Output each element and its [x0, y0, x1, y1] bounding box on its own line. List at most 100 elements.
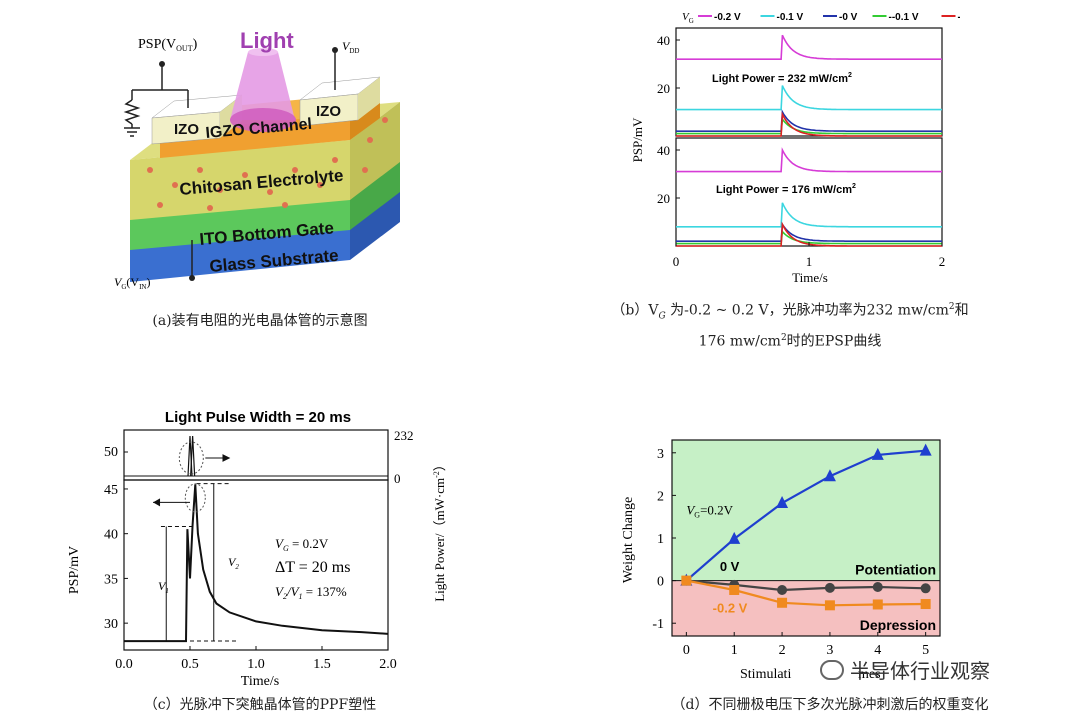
- y-tick-label: -1: [652, 617, 664, 632]
- xlabel-suffix: mes: [858, 667, 881, 682]
- y-tick-label: 40: [657, 143, 670, 158]
- glass-layer-side: [350, 190, 400, 260]
- psp-vout-label: PSP(VOUT): [138, 37, 198, 53]
- data-point: [681, 575, 692, 586]
- x-tick-label: 0.0: [115, 657, 133, 672]
- data-point: [777, 584, 788, 595]
- chart-title: Light Pulse Width = 20 ms: [165, 409, 351, 426]
- trace-line: [676, 85, 942, 111]
- y-tick-label: 40: [104, 528, 118, 543]
- data-point: [872, 582, 883, 592]
- light-cone: [230, 52, 295, 120]
- y2label: Light Power/（mW·cm-2）: [432, 458, 447, 602]
- legend-label: -0.1 V: [777, 12, 804, 23]
- pulse-highlight: [178, 441, 204, 475]
- x-tick-label: 2.0: [379, 657, 397, 672]
- data-point: [823, 469, 836, 482]
- weight-change-chart: Potentiation Depression -1 0 1 2 3 0 1 2 3 4 5 VG=0.2…: [621, 439, 941, 682]
- circuit-wires: [123, 50, 336, 278]
- vg-vin-label: VG(VIN): [114, 275, 150, 291]
- legend-title: VG: [682, 11, 694, 25]
- trace-line: [676, 111, 942, 137]
- trace-line: [676, 147, 942, 173]
- watermark: 半导体行业观察: [820, 655, 990, 684]
- x-tick-label: 2: [779, 643, 786, 658]
- chitosan-layer-front: [130, 140, 350, 220]
- series-line: [686, 579, 926, 592]
- vg-annotation: VG = 0.2V: [275, 536, 329, 553]
- series-label-vg: VG=0.2V: [686, 503, 733, 520]
- dt-annotation: ΔT = 20 ms: [275, 559, 350, 576]
- data-point: [777, 597, 788, 608]
- legend-label: -0.2 V: [714, 12, 741, 23]
- v2-label: V2: [228, 555, 239, 571]
- vdd-label: VDD: [342, 39, 359, 55]
- light-spot: [230, 108, 296, 132]
- izo-left-label: IZO: [174, 121, 199, 138]
- depression-label: Depression: [860, 617, 936, 633]
- legend-item: -0.2 V: [698, 12, 741, 23]
- trace-line: [676, 34, 942, 61]
- v1-label: V1: [158, 579, 169, 595]
- y-tick-label: 45: [104, 483, 118, 498]
- legend-item: -0.2 V: [941, 12, 961, 23]
- light-pulse: [190, 435, 196, 477]
- panel-c: Light Pulse Width = 20 ms 50 232 0 30 35 40 45…: [60, 400, 460, 696]
- y-tick-label: 30: [104, 617, 118, 632]
- ylabel: PSP/mV: [67, 546, 82, 594]
- upper-y-tick-label: 50: [104, 445, 118, 460]
- caption-a: (a)装有电阻的光电晶体管的示意图: [152, 313, 368, 329]
- data-point: [872, 599, 883, 610]
- legend-label: -0.2 V: [958, 12, 961, 23]
- data-point: [919, 443, 932, 456]
- series-line: [685, 449, 926, 582]
- panel-a: PSP(VOUT) Light VDD IZO IZO IGZO Channel…: [80, 20, 440, 310]
- data-point: [824, 582, 835, 593]
- y-tick-label: 20: [657, 81, 670, 96]
- glass-layer-front: [130, 228, 350, 282]
- data-point: [728, 531, 741, 544]
- legend-item: --0.1 V: [872, 12, 919, 23]
- legend-item: -0.1 V: [760, 12, 804, 23]
- xlabel: Stimulati: [740, 667, 791, 682]
- y-tick-label: 0: [657, 575, 664, 590]
- legend-label: -0 V: [839, 12, 858, 23]
- izo-right-label: IZO: [316, 103, 341, 120]
- potentiation-label: Potentiation: [855, 562, 936, 578]
- x-tick-label: 1.5: [313, 657, 331, 672]
- x-tick-label: 4: [874, 643, 881, 658]
- legend-label: --0.1 V: [889, 12, 919, 23]
- y-tick-label: 1: [657, 532, 664, 547]
- trace-line: [676, 202, 942, 228]
- xlabel: Time/s: [241, 674, 279, 689]
- x-tick-label: 3: [826, 643, 833, 658]
- legend-item: -0 V: [823, 12, 858, 23]
- x-tick-label: 0: [673, 254, 680, 269]
- data-point: [824, 600, 835, 611]
- ito-layer-front: [130, 198, 350, 250]
- x-tick-label: 1: [806, 254, 813, 269]
- x-tick-label: 5: [922, 643, 929, 658]
- data-point: [920, 599, 931, 610]
- x-tick-label: 0.5: [181, 657, 199, 672]
- light-label: Light: [240, 28, 294, 53]
- subplot-frame: [675, 27, 943, 137]
- trace-line: [676, 109, 942, 132]
- ylabel: PSP/mV: [630, 117, 645, 162]
- upper-frame: [123, 429, 389, 481]
- peak-highlight: [184, 483, 206, 513]
- caption-c: （c）光脉冲下突触晶体管的PPF塑性: [143, 697, 377, 713]
- y-tick-label: 40: [657, 33, 670, 48]
- x-tick-label: 1.0: [247, 657, 265, 672]
- series-label-neg: -0.2 V: [713, 601, 748, 616]
- xlabel: Time/s: [792, 270, 828, 285]
- x-tick-label: 2: [939, 254, 946, 269]
- ito-layer-side: [350, 160, 400, 230]
- y-tick-label: 3: [657, 447, 664, 462]
- caption-b: （b）VG 为-0.2 ~ 0.2 V，光脉冲功率为232 mw/cm2和 17…: [611, 302, 969, 351]
- right-tick-label: 232: [394, 428, 414, 443]
- transistor-schematic: PSP(VOUT) Light VDD IZO IZO IGZO Channel…: [114, 28, 400, 291]
- right-tick-label: 0: [394, 471, 401, 486]
- panel-b: VG -0.2 V-0.1 V-0 V--0.1 V-0.2 V 2040204…: [620, 0, 960, 292]
- psp-trace: [124, 484, 389, 643]
